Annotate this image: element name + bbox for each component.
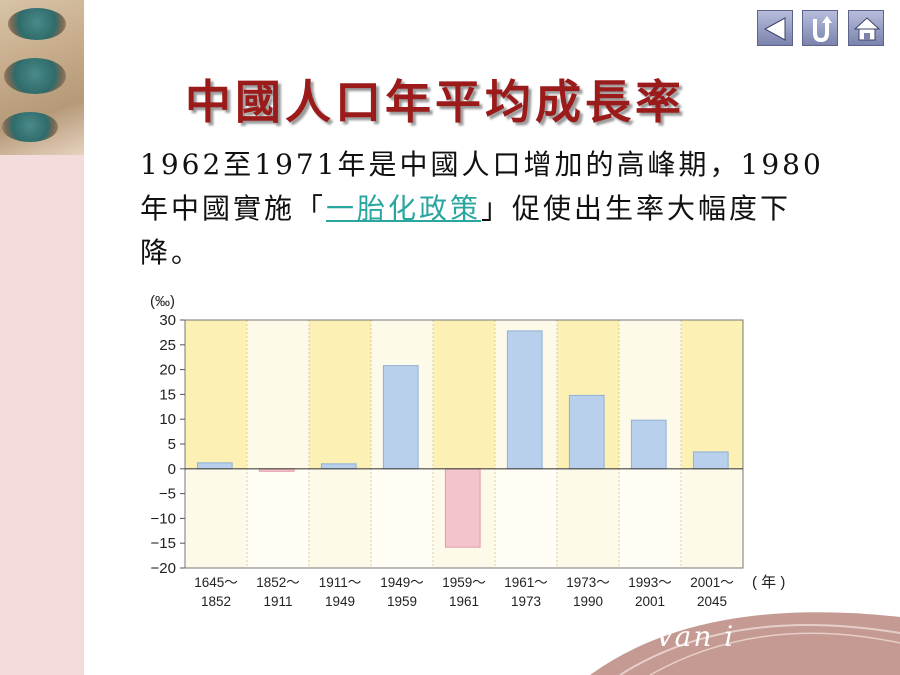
chart-band [619, 468, 681, 568]
bar [320, 463, 357, 470]
y-tick-label: 5 [168, 436, 176, 453]
y-tick-label: −5 [159, 486, 176, 503]
corner-decoration [590, 612, 900, 675]
x-tick-label: 1959 [387, 594, 417, 609]
u-turn-icon [813, 16, 832, 43]
chart-band [681, 320, 743, 469]
y-tick-label: 15 [159, 386, 176, 403]
bar [630, 419, 667, 470]
bar [196, 462, 233, 470]
chart-axes [180, 319, 744, 569]
x-tick-label: 1911～ [319, 575, 362, 590]
chart-band [309, 320, 371, 469]
bar [444, 468, 481, 548]
x-tick-label: 1645～ [194, 575, 238, 590]
pottery-image [4, 58, 66, 94]
chart-band [185, 468, 247, 568]
return-button[interactable] [802, 10, 838, 46]
x-tick-label: 1961 [449, 594, 479, 609]
chart-band [681, 468, 743, 568]
growth-rate-bar-chart: (‰) 30 25 20 15 10 5 0 −5 −10 −15 −20 1645～ 1852 185… [150, 293, 785, 609]
bar [692, 451, 729, 470]
x-tick-label: 1973～ [566, 575, 610, 590]
y-axis-tick-labels: 30 25 20 15 10 5 0 −5 −10 −15 −20 [151, 312, 176, 577]
x-tick-label: 1852～ [256, 575, 300, 590]
paragraph-text: 1962至1971年是中國人口增加的高峰期，1980年中國實施「 [140, 148, 824, 225]
y-tick-label: −10 [151, 510, 176, 527]
x-axis-unit-label: ( 年 ) [752, 574, 785, 591]
one-child-policy-link[interactable]: 一胎化政策 [326, 192, 482, 225]
x-tick-label: 1990 [573, 594, 603, 609]
y-tick-label: −15 [151, 535, 176, 552]
home-icon [853, 17, 881, 41]
y-tick-label: 25 [159, 337, 176, 354]
x-tick-label: 1973 [511, 594, 541, 609]
home-button[interactable] [848, 10, 884, 46]
prev-button[interactable] [757, 10, 793, 46]
x-tick-label: 2045 [697, 594, 727, 609]
chart-band [185, 320, 247, 469]
left-triangle-icon [763, 17, 786, 41]
watermark-signature: Van i [655, 620, 736, 653]
pottery-image [2, 112, 58, 142]
chart-bars [196, 330, 729, 548]
bar [568, 394, 605, 470]
chart-band [495, 468, 557, 568]
paragraph-text: 」促使出生率大幅度下降。 [140, 192, 792, 269]
y-axis-unit-label: (‰) [150, 293, 175, 310]
y-tick-label: 30 [159, 312, 176, 329]
x-tick-label: 1959～ [442, 575, 486, 590]
chart-band [309, 468, 371, 568]
bar [506, 330, 543, 470]
page-title: 中國人口年平均成長率 [185, 75, 685, 129]
y-tick-label: 20 [159, 362, 176, 379]
chart-band [433, 320, 495, 469]
x-tick-label: 1852 [201, 594, 231, 609]
x-axis-tick-labels: 1645～ 1852 1852～ 1911 1911～ 1949 1949～ 1959 1959… [194, 575, 734, 609]
chart-band [247, 320, 309, 469]
x-tick-label: 1993～ [628, 575, 672, 590]
x-tick-label: 2001 [635, 594, 665, 609]
x-tick-label: 1949～ [380, 575, 424, 590]
chart-band [247, 468, 309, 568]
y-tick-label: 0 [168, 461, 176, 478]
y-tick-label: −20 [151, 560, 176, 577]
chart-band [557, 468, 619, 568]
x-tick-label: 1911 [263, 594, 292, 609]
chart-band [371, 468, 433, 568]
x-tick-label: 1949 [325, 594, 355, 609]
corner-photo [0, 0, 84, 155]
pottery-image [8, 8, 66, 40]
x-tick-label: 2001～ [690, 575, 734, 590]
description-paragraph: 1962至1971年是中國人口增加的高峰期，1980年中國實施「一胎化政策」促使… [140, 143, 845, 275]
bar [382, 365, 419, 470]
x-tick-label: 1961～ [504, 575, 548, 590]
y-tick-label: 10 [159, 411, 176, 428]
